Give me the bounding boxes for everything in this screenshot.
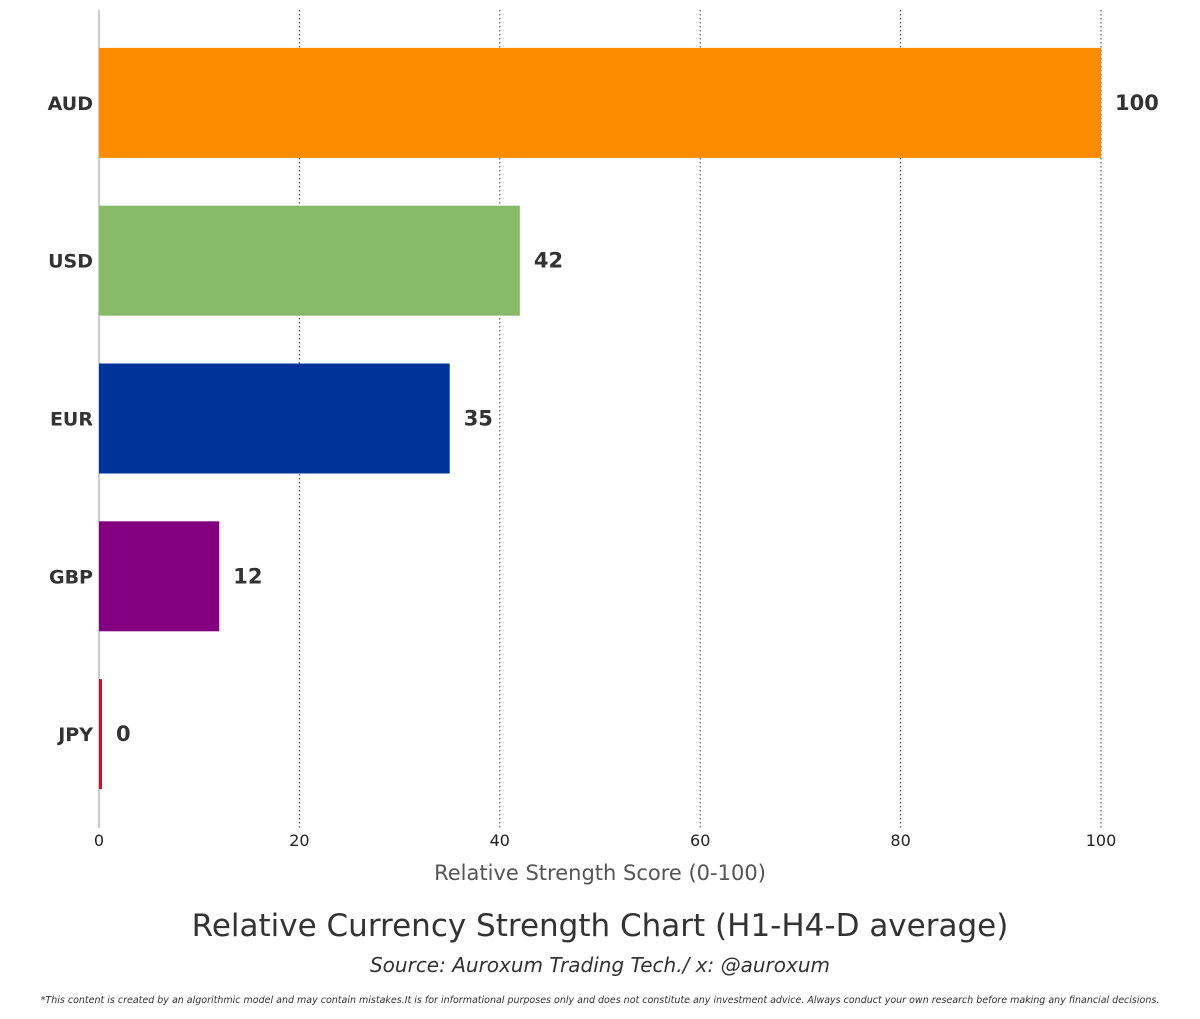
bar-chart: AUD 100 USD 42 EUR 35 GBP 12 JPY 0 0 20 40 60 80 100 [48, 10, 1159, 850]
category-label-eur: EUR [50, 409, 93, 431]
x-tick-label-20: 20 [289, 831, 309, 850]
value-label-aud: 100 [1115, 91, 1159, 115]
value-label-usd: 42 [534, 249, 563, 273]
category-label-aud: AUD [48, 93, 93, 115]
value-label-eur: 35 [464, 407, 493, 431]
x-tick-label-0: 0 [94, 831, 104, 850]
value-label-jpy: 0 [116, 722, 131, 746]
value-label-gbp: 12 [233, 564, 262, 588]
x-tick-label-60: 60 [690, 831, 710, 850]
x-tick-label-100: 100 [1086, 831, 1117, 850]
x-tick-label-80: 80 [890, 831, 910, 850]
bar-aud [99, 47, 1101, 158]
bar-gbp [99, 521, 220, 632]
bar-usd [99, 205, 520, 316]
bar-jpy [99, 679, 102, 790]
chart-title: Relative Currency Strength Chart (H1-H4-… [191, 908, 1009, 944]
disclaimer-text: *This content is created by an algorithm… [40, 995, 1160, 1006]
chart-subtitle: Source: Auroxum Trading Tech./ x: @aurox… [369, 953, 830, 977]
bar-eur [99, 363, 450, 474]
x-axis-title: Relative Strength Score (0-100) [434, 861, 766, 885]
category-label-jpy: JPY [56, 724, 93, 746]
x-tick-label-40: 40 [490, 831, 510, 850]
category-label-usd: USD [48, 251, 93, 273]
category-label-gbp: GBP [49, 566, 93, 588]
